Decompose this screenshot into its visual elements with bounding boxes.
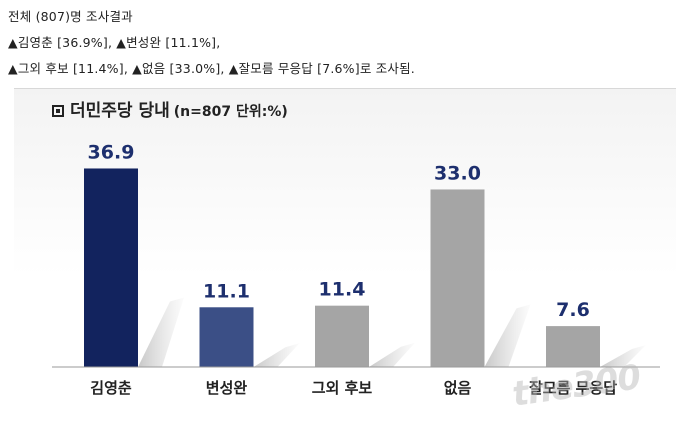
data-label: 33.0 [434,162,481,184]
summary-line-results-2: ▲그외 후보 [11.4%], ▲없음 [33.0%], ▲잘모름 무응답 [7… [8,61,415,76]
bar [315,305,369,367]
bar-shadow [600,345,646,367]
chart-title: 더민주당 당내 (n=807 단위:%) [52,96,288,121]
data-label: 11.1 [203,280,250,302]
bar-shadow [369,342,415,367]
summary-line-results-1: ▲김영춘 [36.9%], ▲변성완 [11.1%], [8,35,221,50]
bar [430,189,485,367]
bar [84,168,138,367]
survey-summary: 전체 (807)명 조사결과 ▲김영춘 [36.9%], ▲변성완 [11.1%… [8,4,668,82]
bar-shadow [484,304,531,367]
bar-shadow [253,343,300,367]
data-label: 36.9 [88,141,135,163]
category-label: 김영춘 [90,379,132,397]
category-label: 그외 후보 [312,379,373,397]
category-label: 없음 [444,379,472,397]
category-label: 잘모름 무응답 [529,379,617,397]
chart-title-text: 더민주당 당내 [70,101,170,121]
bar [546,326,600,367]
bar [199,307,254,367]
chart-subtitle: (n=807 단위:%) [173,104,288,120]
data-label: 7.6 [556,299,590,321]
data-label: 11.4 [319,279,366,301]
square-bullet-icon [52,105,64,117]
category-label: 변성완 [206,379,248,397]
bar-shadow [138,297,184,367]
summary-line-total: 전체 (807)명 조사결과 [8,9,133,24]
